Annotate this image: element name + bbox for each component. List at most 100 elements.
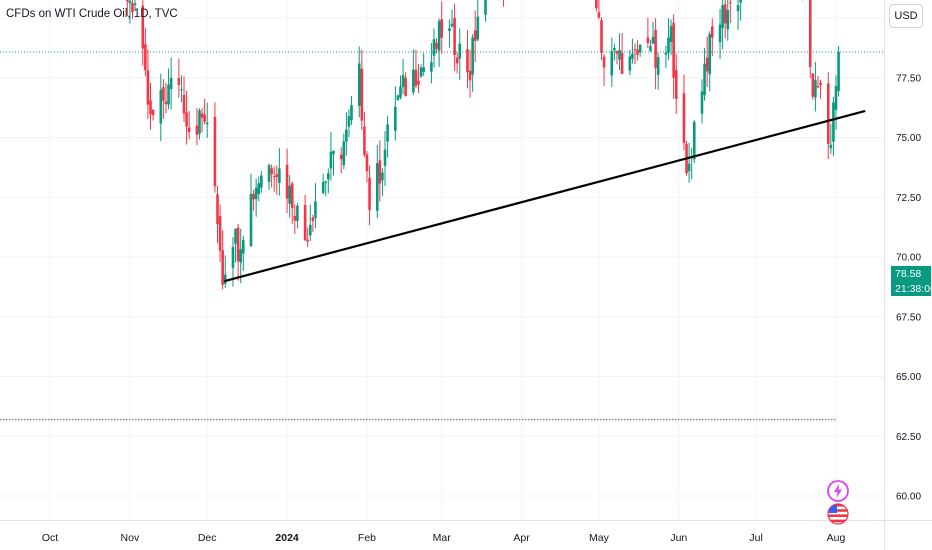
candle-body [723, 4, 727, 24]
candle-body [234, 228, 237, 244]
candle [293, 204, 297, 234]
candle-body [198, 110, 201, 134]
candle-body [450, 23, 454, 27]
currency-button[interactable]: USD [889, 4, 923, 28]
candle-body [458, 43, 462, 59]
candle-body [149, 100, 152, 115]
candle [169, 57, 173, 110]
candle [819, 79, 822, 99]
candle-body [453, 17, 456, 56]
x-tick-label: Oct [42, 532, 58, 544]
candle-body [808, 0, 812, 67]
candle [185, 90, 188, 145]
candle [126, 0, 129, 16]
candle-body [303, 204, 307, 241]
candle [600, 17, 603, 61]
candle-body [476, 16, 480, 40]
candle [332, 150, 335, 176]
candle [837, 45, 840, 97]
candle-body [816, 85, 820, 88]
candle-body [213, 117, 217, 187]
us-flag-icon[interactable] [827, 503, 849, 525]
candle-body [381, 172, 384, 181]
candle-body [146, 70, 150, 105]
candle [144, 27, 147, 77]
candle-body [241, 240, 245, 254]
candle [375, 145, 379, 218]
candle-body [633, 48, 637, 51]
candle [187, 110, 191, 140]
candle [329, 132, 333, 181]
candle-body [332, 150, 335, 155]
candle [401, 58, 405, 95]
candle-body [811, 73, 815, 97]
candle [381, 168, 384, 196]
candle-body [324, 181, 328, 183]
candle-body [404, 77, 407, 96]
candle [682, 74, 686, 150]
candle [602, 53, 606, 86]
candle-body [167, 84, 170, 105]
candle-body [218, 216, 222, 251]
candle [177, 58, 181, 98]
candle-body [674, 69, 678, 99]
candle [690, 147, 693, 180]
candle [321, 173, 325, 195]
candle-body [278, 168, 281, 183]
candle-body [383, 149, 387, 166]
candle-body [708, 34, 712, 75]
candle [422, 53, 425, 77]
chart-title: CFDs on WTI Crude Oil, 1D, TVC [6, 8, 178, 20]
candle-body [692, 121, 696, 160]
candle-body [600, 20, 603, 53]
candle-body [419, 67, 423, 77]
candle [327, 168, 330, 194]
candle [378, 140, 382, 202]
candle [357, 46, 361, 118]
candle [180, 75, 183, 103]
candle [419, 64, 423, 78]
candle [448, 19, 451, 48]
candle-body [200, 113, 204, 118]
lower-trendline [224, 110, 866, 282]
candle-body [631, 53, 634, 59]
candle [700, 79, 704, 124]
y-tick-label: 62.50 [896, 432, 921, 443]
candle [133, 0, 137, 11]
candle [687, 142, 691, 183]
candle-body [345, 129, 348, 142]
candle [721, 0, 724, 50]
candle [383, 130, 387, 186]
candle-body [203, 114, 206, 122]
candle-body [195, 125, 199, 135]
candle [290, 181, 294, 224]
candle [450, 9, 454, 28]
candle-body [308, 225, 312, 236]
candle-body [216, 194, 219, 224]
candle [638, 44, 642, 57]
candle-body [729, 2, 732, 4]
candle [705, 36, 709, 88]
candle [808, 0, 812, 78]
candle [718, 8, 722, 60]
candle-body [272, 176, 276, 178]
candle [672, 14, 675, 99]
candle-body [703, 63, 706, 96]
y-tick-label: 75.00 [896, 133, 921, 144]
candle [203, 98, 206, 125]
candle-body [667, 37, 670, 53]
candle [811, 73, 815, 100]
candle [128, 0, 132, 24]
candle-body [128, 0, 132, 4]
candle [726, 0, 730, 41]
x-tick-label: Apr [513, 532, 530, 544]
lightning-icon[interactable] [827, 480, 849, 502]
candle [182, 76, 186, 122]
candle [167, 68, 170, 110]
candle-body [615, 50, 619, 54]
candle [414, 49, 418, 88]
candle-body [466, 49, 469, 73]
candle [396, 94, 400, 101]
candle [162, 79, 165, 120]
